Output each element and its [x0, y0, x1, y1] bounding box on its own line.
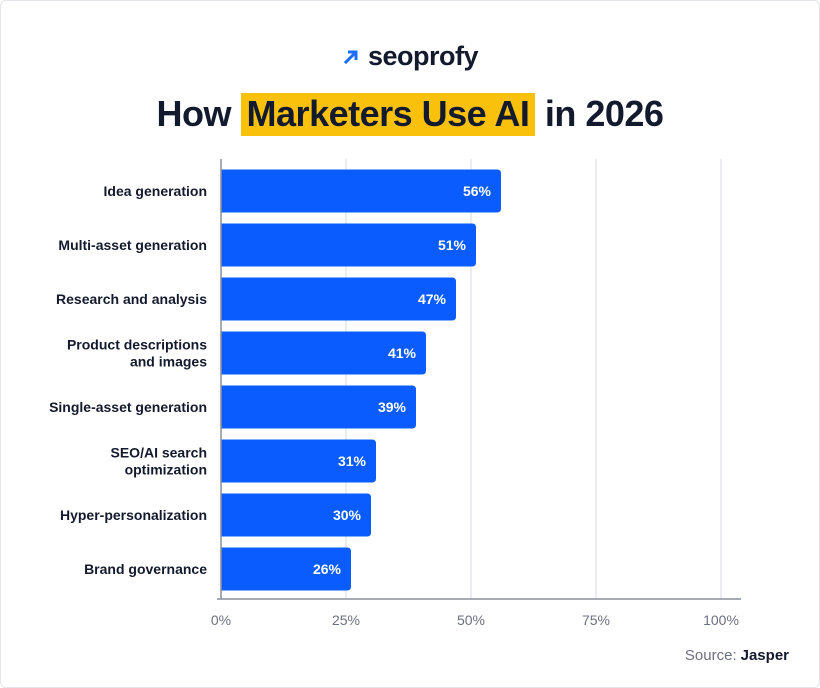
bar-value-label: 39% — [378, 399, 407, 415]
title-prefix: How — [156, 93, 241, 134]
bar-value-label: 31% — [338, 453, 367, 469]
x-tick-label: 100% — [703, 612, 739, 628]
source-note: Source: Jasper — [685, 647, 789, 664]
brand-logo: seoprofy — [1, 41, 819, 72]
bar-value-label: 41% — [388, 345, 417, 361]
bar — [221, 493, 371, 537]
bar-value-label: 26% — [313, 561, 342, 577]
bar-chart: 56% Idea generation 51% Multi-asset generat… — [49, 159, 741, 628]
bar — [221, 331, 426, 375]
bar — [221, 547, 351, 591]
bar-value-label: 47% — [418, 291, 447, 307]
arrow-up-right-icon — [343, 50, 358, 64]
category-label: Hyper-personalization — [60, 507, 207, 523]
bar-value-label: 56% — [463, 183, 492, 199]
bar — [221, 169, 501, 213]
x-tick-label: 75% — [582, 612, 610, 628]
x-tick-label: 25% — [332, 612, 360, 628]
x-tick-label: 50% — [457, 612, 485, 628]
category-label: Product descriptions and images — [67, 337, 207, 370]
source-label: Source: — [684, 647, 737, 664]
bar — [221, 385, 416, 429]
category-label: Idea generation — [104, 183, 207, 199]
brand-name: seoprofy — [367, 41, 479, 71]
title-highlight: Marketers Use AI — [240, 93, 536, 136]
bar — [221, 223, 476, 267]
category-label: Brand governance — [84, 561, 207, 577]
x-tick-label: 0% — [211, 612, 231, 628]
category-label: Research and analysis — [56, 291, 207, 307]
category-label: SEO/AI search optimization — [111, 445, 208, 478]
bar — [221, 439, 376, 483]
source-value: Jasper — [740, 647, 789, 664]
title-suffix: in 2026 — [535, 93, 664, 134]
category-label: Multi-asset generation — [58, 237, 207, 253]
chart-title: How Marketers Use AI in 2026 — [1, 93, 819, 136]
category-label: Single-asset generation — [49, 399, 207, 415]
bar — [221, 277, 456, 321]
bar-value-label: 51% — [438, 237, 467, 253]
bar-value-label: 30% — [333, 507, 362, 523]
